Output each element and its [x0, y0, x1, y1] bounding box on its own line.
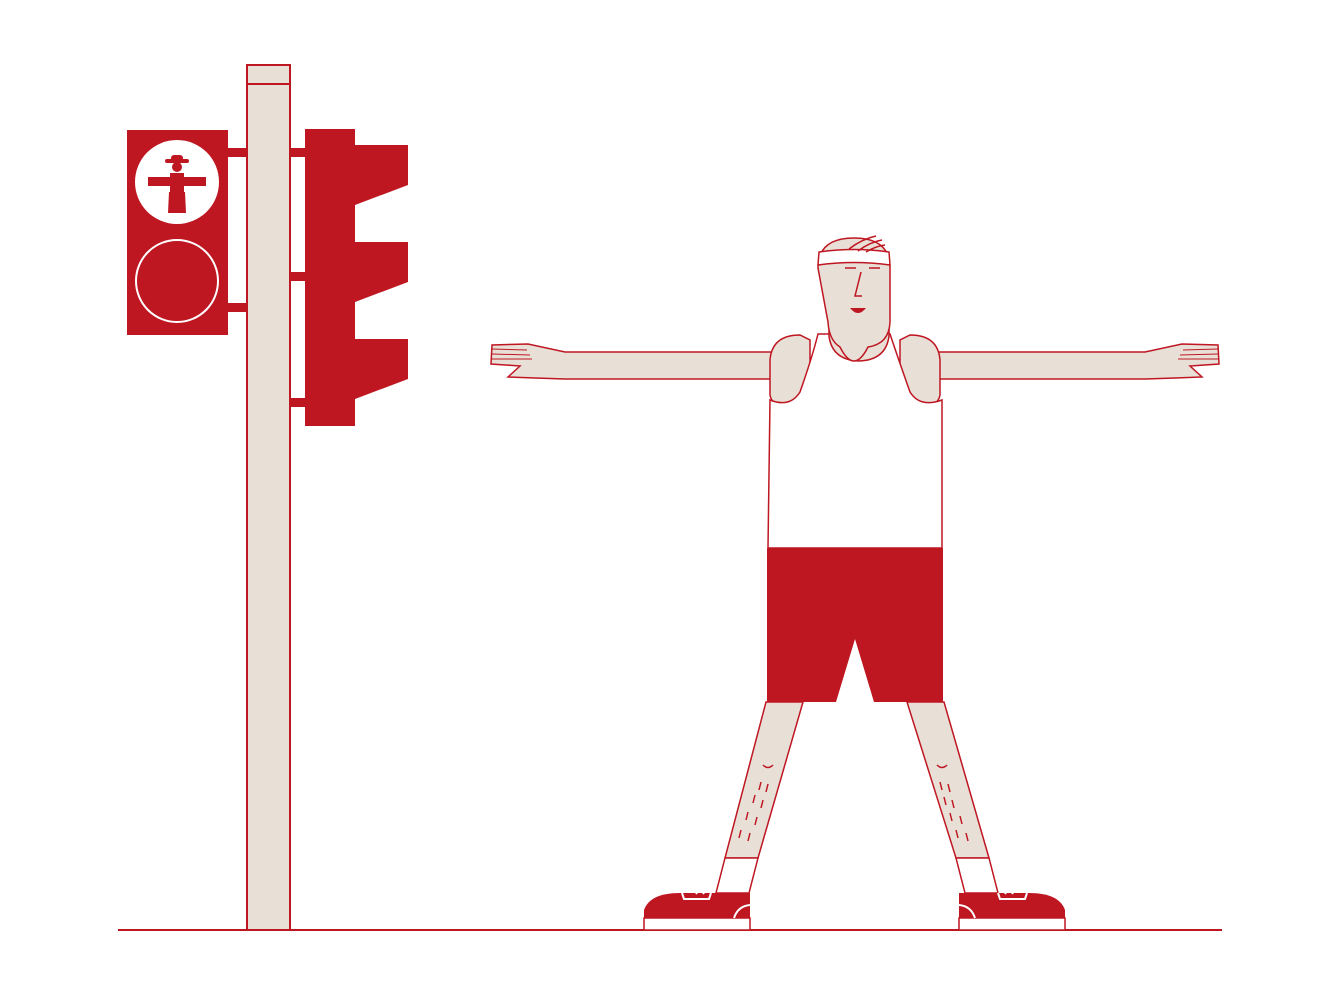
signal-visor-middle — [355, 242, 408, 302]
right-arm — [909, 343, 1220, 380]
pedestrian-signal — [127, 130, 228, 335]
left-leg — [715, 701, 804, 894]
vehicle-signal-brackets — [290, 148, 306, 407]
right-leg — [905, 701, 999, 894]
left-arm — [490, 343, 801, 380]
vehicle-traffic-light — [305, 129, 408, 426]
traffic-light-pole — [246, 64, 291, 931]
ampelmann-standing-icon — [148, 155, 206, 213]
right-shoe — [958, 887, 1066, 931]
person-figure — [490, 235, 1220, 931]
headband — [817, 248, 891, 266]
signal-visor-bottom — [355, 339, 408, 399]
shorts — [767, 548, 943, 702]
pedestrian-signal-brackets — [227, 148, 247, 312]
tank-top — [767, 333, 943, 549]
left-shoe — [643, 887, 751, 931]
signal-visor-top — [355, 145, 408, 205]
head — [817, 235, 891, 362]
